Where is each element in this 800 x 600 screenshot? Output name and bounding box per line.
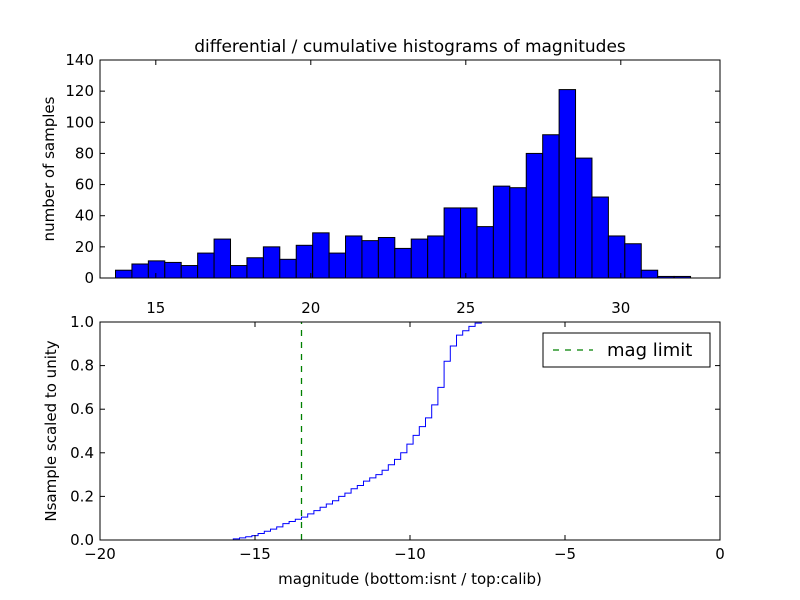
- y-tick-label: 0.8: [70, 357, 94, 375]
- y-tick-label: 40: [75, 207, 94, 225]
- y-tick-label: 20: [75, 238, 94, 256]
- histogram-bar: [312, 232, 330, 279]
- histogram-bar: [197, 252, 215, 279]
- histogram-bar: [591, 196, 609, 279]
- cumulative-series-line: [100, 321, 720, 541]
- x-tick-label: 15: [146, 299, 165, 317]
- x-tick-label: 20: [301, 299, 320, 317]
- y-tick-label: 0: [84, 269, 94, 287]
- histogram-bar: [558, 89, 577, 279]
- legend: mag limit: [542, 332, 711, 368]
- histogram-bar: [492, 185, 511, 279]
- x-tick-label: −15: [239, 545, 271, 563]
- top-plot-frame: [99, 59, 721, 279]
- histogram-bar: [115, 269, 133, 279]
- y-tick-label: 0.0: [70, 531, 94, 549]
- histogram-bar: [246, 257, 264, 279]
- histogram-bar: [460, 207, 478, 279]
- histogram-bar: [279, 258, 297, 279]
- histogram-bar: [361, 240, 379, 279]
- top-histogram-panel: differential / cumulative histograms of …: [40, 37, 721, 317]
- histogram-bar: [542, 134, 560, 279]
- y-tick-label: 60: [75, 176, 94, 194]
- top-y-axis-label: number of samples: [40, 96, 58, 241]
- histogram-bar: [607, 235, 626, 279]
- x-tick-label: −10: [394, 545, 426, 563]
- bottom-y-axis-label: Nsample scaled to unity: [42, 340, 60, 521]
- y-tick-label: 0.6: [70, 400, 94, 418]
- histogram-bar: [180, 265, 199, 279]
- histogram-bar: [427, 235, 445, 279]
- histogram-bar: [131, 263, 149, 279]
- histogram-bar: [213, 238, 232, 279]
- bottom-x-axis-label: magnitude (bottom:isnt / top:calib): [278, 570, 542, 588]
- x-tick-label: 0: [715, 545, 725, 563]
- y-tick-label: 100: [65, 113, 94, 131]
- y-tick-label: 1.0: [70, 313, 94, 331]
- y-tick-label: 140: [65, 51, 94, 69]
- x-tick-label: −20: [84, 545, 116, 563]
- bottom-x-ticks: −20 −15 −10 −5 0: [84, 322, 725, 563]
- y-tick-label: 0.2: [70, 487, 94, 505]
- histogram-bar: [147, 260, 166, 279]
- y-tick-label: 80: [75, 144, 94, 162]
- top-chart-title: differential / cumulative histograms of …: [194, 37, 626, 57]
- histogram-bar: [230, 265, 248, 279]
- histogram-bar: [575, 157, 593, 279]
- histogram-bar: [443, 207, 462, 279]
- histogram-bar: [410, 238, 429, 279]
- legend-label: mag limit: [607, 340, 692, 361]
- histogram-bar: [525, 152, 544, 279]
- histogram-bar: [509, 187, 527, 279]
- y-tick-label: 0.4: [70, 444, 94, 462]
- histogram-bar: [295, 244, 314, 279]
- histogram-bar: [394, 247, 412, 279]
- histogram-bar: [624, 243, 642, 279]
- bottom-y-ticks: 0.0 0.2 0.4 0.6 0.8 1.0: [70, 313, 720, 549]
- top-x-ticks: 15 20 25 30: [146, 60, 630, 317]
- y-tick-label: 120: [65, 82, 94, 100]
- x-tick-label: −5: [554, 545, 576, 563]
- histogram-bar: [328, 252, 347, 279]
- bottom-cumulative-panel: Nsample scaled to unity magnitude (botto…: [42, 313, 725, 588]
- top-y-ticks: 0 20 40 60 80 100 120 140: [65, 51, 720, 287]
- histogram-bar: [345, 235, 363, 279]
- legend-box: [542, 332, 711, 368]
- histogram-bar: [164, 261, 182, 279]
- histogram-bar: [262, 246, 281, 279]
- x-tick-label: 30: [611, 299, 630, 317]
- x-tick-label: 25: [456, 299, 475, 317]
- histogram-bar: [377, 237, 396, 279]
- histogram-bar: [476, 226, 494, 279]
- histogram-bar: [640, 269, 659, 279]
